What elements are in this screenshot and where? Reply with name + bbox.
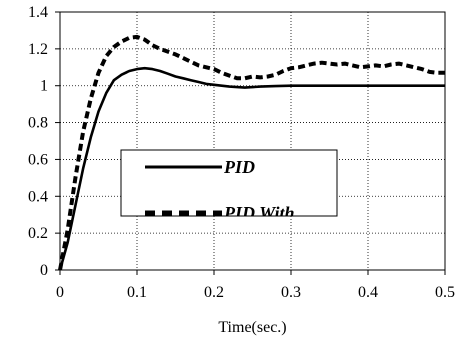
y-tick-label: 0.8 (28, 115, 48, 132)
series-layer (58, 34, 445, 271)
x-tick-label: 0.2 (204, 284, 224, 301)
legend-label-pid: PID (223, 157, 255, 177)
legend-label-pid-with: PID With (223, 203, 295, 223)
y-tick-label: 1.2 (28, 41, 48, 58)
x-axis-title: Time(sec.) (218, 319, 286, 336)
plot-area-frame (59, 11, 446, 271)
y-tick-label: 1 (40, 78, 48, 95)
y-tick-label: 1.4 (28, 4, 48, 21)
series-line-pid-with (58, 34, 445, 271)
series-line-pid (58, 66, 445, 271)
x-tick-label: 0.1 (127, 284, 147, 301)
y-tick-label: 0 (40, 262, 48, 279)
y-tick-label: 0.6 (28, 151, 48, 168)
x-tick-label: 0 (56, 284, 64, 301)
y-tick-label: 0.4 (28, 188, 48, 205)
x-tick-label: 0.3 (281, 284, 301, 301)
legend-box (120, 149, 338, 217)
legend: PID PID With (120, 149, 338, 223)
x-tick-label: 0.4 (358, 284, 378, 301)
axis-ticks: 0 0.2 0.4 0.6 0.8 1 1.2 1.4 0 0.1 0.2 0.3 0.4 0.5 (28, 4, 455, 301)
x-tick-label: 0.5 (435, 284, 455, 301)
y-tick-label: 0.2 (28, 225, 48, 242)
